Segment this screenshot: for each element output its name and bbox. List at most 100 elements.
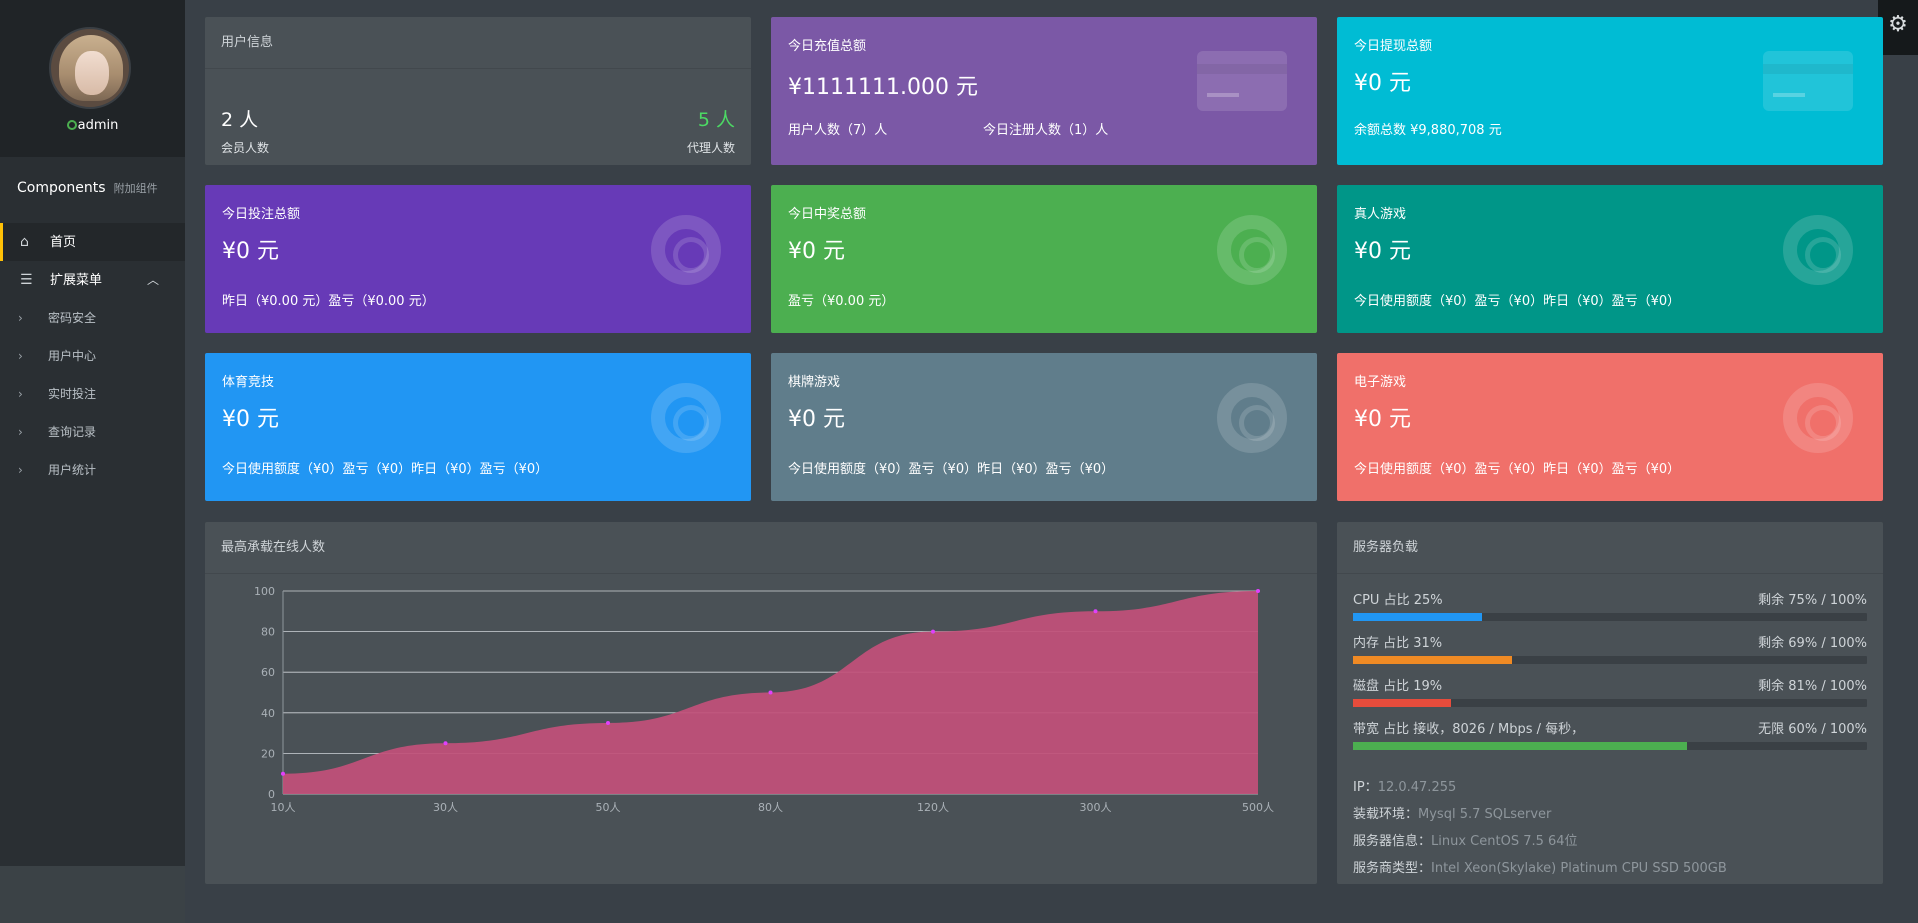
chart-panel-title: 最高承载在线人数 — [205, 522, 1317, 574]
card-sub: 用户人数（7）人 — [788, 123, 888, 138]
cpu-remaining: 剩余 75% / 100% — [1758, 593, 1867, 608]
card-value: ¥0 元 — [788, 407, 845, 432]
card-value: ¥0 元 — [1354, 239, 1411, 264]
chess-card[interactable]: 棋牌游戏 ¥0 元 今日使用额度（¥0）盈亏（¥0）昨日（¥0）盈亏（¥0） — [771, 353, 1317, 501]
chevron-up-icon: ︿ — [146, 273, 159, 287]
info-label: 服务器信息： — [1353, 834, 1432, 849]
cpu-bar-fill — [1353, 613, 1482, 621]
withdraw-card[interactable]: 今日提现总额 ¥0 元 余额总数 ¥9,880,708 元 — [1337, 17, 1883, 165]
card-sub: 今日使用额度（¥0）盈亏（¥0）昨日（¥0）盈亏（¥0） — [1354, 462, 1681, 477]
card-title: 电子游戏 — [1354, 375, 1407, 390]
chevron-right-icon: › — [18, 425, 23, 439]
sidebar-subitem-live-bets[interactable]: › 实时投注 — [0, 375, 185, 413]
online-chart-panel: 最高承载在线人数 0 20 40 60 80 100 10人 30人 50人 80人 120人 30… — [205, 522, 1317, 884]
card-title: 今日充值总额 — [788, 39, 867, 54]
sidebar-subitem-password[interactable]: › 密码安全 — [0, 299, 185, 337]
y-tick-label: 20 — [261, 747, 275, 760]
bet-card[interactable]: 今日投注总额 ¥0 元 昨日（¥0.00 元）盈亏（¥0.00 元） — [205, 185, 751, 333]
memory-remaining: 剩余 69% / 100% — [1758, 636, 1867, 651]
info-label: 服务商类型： — [1353, 861, 1432, 876]
menu-icon: ☰ — [20, 272, 33, 288]
card-sub: 盈亏（¥0.00 元） — [788, 294, 895, 309]
egame-card[interactable]: 电子游戏 ¥0 元 今日使用额度（¥0）盈亏（¥0）昨日（¥0）盈亏（¥0） — [1337, 353, 1883, 501]
series-points — [281, 589, 1260, 776]
data-point — [606, 720, 610, 725]
data-point — [768, 690, 773, 695]
win-card[interactable]: 今日中奖总额 ¥0 元 盈亏（¥0.00 元） — [771, 185, 1317, 333]
live-games-card[interactable]: 真人游戏 ¥0 元 今日使用额度（¥0）盈亏（¥0）昨日（¥0）盈亏（¥0） — [1337, 185, 1883, 333]
recharge-card[interactable]: 今日充值总额 ¥1111111.000 元 用户人数（7）人 今日注册人数（1）… — [771, 17, 1317, 165]
card-sub: 昨日（¥0.00 元）盈亏（¥0.00 元） — [222, 294, 435, 309]
server-info: 服务器信息：Linux CentOS 7.5 64位 — [1353, 830, 1578, 849]
provider-info: 服务商类型：Intel Xeon(Skylake) Platinum CPU S… — [1353, 857, 1727, 876]
card-title: 今日投注总额 — [222, 207, 301, 222]
sidebar-subitem-label: 密码安全 — [48, 311, 97, 325]
card-sub: 余额总数 ¥9,880,708 元 — [1354, 123, 1502, 138]
x-tick-label: 30人 — [433, 801, 458, 814]
card-title: 今日提现总额 — [1354, 39, 1433, 54]
user-info-panel: 用户信息 2 人 会员人数 5 人 代理人数 — [205, 17, 751, 165]
sidebar-item-home[interactable]: ⌂ 首页 — [0, 223, 185, 261]
chevron-right-icon: › — [18, 349, 23, 363]
server-load-panel: 服务器负载 CPU 占比 25% 剩余 75% / 100% 内存 占比 31%… — [1337, 522, 1883, 884]
y-tick-labels: 0 20 40 60 80 100 — [254, 585, 275, 801]
bandwidth-bar — [1353, 742, 1867, 750]
x-tick-label: 500人 — [1242, 801, 1274, 814]
lifebuoy-icon — [1783, 215, 1853, 285]
y-tick-label: 0 — [268, 788, 275, 801]
memory-row: 内存 占比 31% 剩余 69% / 100% — [1353, 632, 1867, 651]
card-title: 今日中奖总额 — [788, 207, 867, 222]
sidebar-nav: ⌂ 首页 ☰ 扩展菜单 ︿ › 密码安全 › 用户中心 › 实时投注 › 查询记录 › 用户统… — [0, 223, 185, 489]
sidebar-item-menu[interactable]: ☰ 扩展菜单 ︿ — [0, 261, 185, 299]
x-tick-label: 80人 — [758, 801, 783, 814]
avatar-face — [75, 51, 109, 95]
home-icon: ⌂ — [20, 234, 29, 250]
info-value: 12.0.47.255 — [1377, 780, 1457, 795]
user-line: admin — [0, 118, 185, 133]
data-point — [1093, 609, 1098, 614]
ip-info: IP：12.0.47.255 — [1353, 776, 1456, 795]
avatar[interactable] — [49, 27, 131, 109]
components-title: Components — [17, 180, 106, 196]
sports-card[interactable]: 体育竞技 ¥0 元 今日使用额度（¥0）盈亏（¥0）昨日（¥0）盈亏（¥0） — [205, 353, 751, 501]
bandwidth-row: 带宽 占比 接收，8026 / Mbps / 每秒， 无限 60% / 100% — [1353, 718, 1867, 737]
sidebar-subitem-label: 用户中心 — [48, 349, 97, 363]
memory-label: 内存 占比 31% — [1353, 636, 1443, 651]
sidebar-subitem-stats[interactable]: › 用户统计 — [0, 451, 185, 489]
card-title: 体育竞技 — [222, 375, 275, 390]
disk-label: 磁盘 占比 19% — [1353, 679, 1443, 694]
card-sub: 今日使用额度（¥0）盈亏（¥0）昨日（¥0）盈亏（¥0） — [222, 462, 549, 477]
disk-bar — [1353, 699, 1867, 707]
online-capacity-chart: 0 20 40 60 80 100 10人 30人 50人 80人 120人 300人 500人 — [254, 585, 1274, 814]
info-label: 装载环境： — [1353, 807, 1419, 822]
gear-icon[interactable]: ⚙ — [1878, 0, 1918, 55]
card-value: ¥1111111.000 元 — [788, 75, 978, 100]
data-point — [931, 629, 935, 634]
sidebar-subitem-user-center[interactable]: › 用户中心 — [0, 337, 185, 375]
bandwidth-label: 带宽 占比 接收，8026 / Mbps / 每秒， — [1353, 722, 1585, 737]
bandwidth-remaining: 无限 60% / 100% — [1758, 722, 1867, 737]
card-value: ¥0 元 — [1354, 71, 1411, 96]
online-status-icon — [66, 120, 77, 130]
sidebar-subitem-label: 实时投注 — [48, 387, 97, 401]
y-tick-label: 100 — [254, 585, 275, 598]
agents-label: 代理人数 — [686, 141, 735, 155]
bandwidth-bar-fill — [1353, 742, 1688, 750]
members-label: 会员人数 — [221, 141, 270, 155]
sidebar-footer — [0, 866, 185, 923]
server-panel-title: 服务器负载 — [1337, 522, 1883, 574]
card-sub: 今日使用额度（¥0）盈亏（¥0）昨日（¥0）盈亏（¥0） — [1354, 294, 1681, 309]
cpu-row: CPU 占比 25% 剩余 75% / 100% — [1353, 589, 1867, 608]
agents-value: 5 人 — [697, 109, 735, 131]
card-title: 真人游戏 — [1354, 207, 1407, 222]
memory-bar-fill — [1353, 656, 1513, 664]
sidebar-subitem-records[interactable]: › 查询记录 — [0, 413, 185, 451]
info-value: Linux CentOS 7.5 64位 — [1431, 834, 1578, 849]
disk-row: 磁盘 占比 19% 剩余 81% / 100% — [1353, 675, 1867, 694]
x-tick-label: 300人 — [1080, 801, 1112, 814]
disk-bar-fill — [1353, 699, 1451, 707]
card-value: ¥0 元 — [222, 239, 279, 264]
lifebuoy-icon — [651, 383, 721, 453]
sidebar: admin Components 附加组件 ⌂ 首页 ☰ 扩展菜单 ︿ › 密码安全 ›… — [0, 0, 185, 866]
x-tick-label: 120人 — [917, 801, 949, 814]
